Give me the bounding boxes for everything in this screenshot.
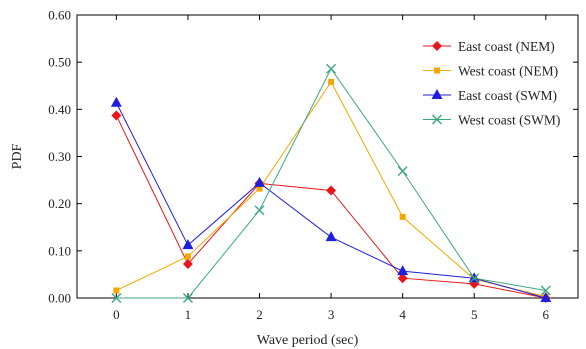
data-point — [113, 287, 120, 294]
data-point — [254, 205, 265, 216]
legend-marker — [432, 41, 442, 51]
legend-item: West coast (SWM) — [423, 113, 560, 128]
data-point — [326, 63, 337, 74]
series-2 — [110, 96, 552, 302]
series-0 — [111, 110, 551, 303]
x-tick-label: 3 — [328, 307, 335, 322]
data-point — [182, 293, 193, 303]
data-point-stroke — [469, 273, 480, 284]
legend-marker — [434, 67, 440, 74]
legend-item: East coast (NEM) — [423, 39, 555, 54]
data-point — [182, 259, 193, 270]
x-tick-label: 0 — [113, 307, 120, 322]
x-tick-label: 2 — [256, 307, 263, 322]
x-tick-label: 5 — [471, 307, 478, 322]
data-point — [540, 292, 552, 302]
data-point — [328, 78, 335, 85]
plot-frame — [76, 14, 579, 299]
y-tick-label: 0.60 — [48, 8, 71, 23]
data-point — [325, 231, 337, 242]
data-point — [540, 285, 551, 296]
data-point — [111, 293, 122, 303]
legend-label: East coast (SWM) — [458, 88, 557, 103]
data-point — [182, 239, 194, 250]
data-point-stroke — [254, 205, 265, 216]
y-tick-label: 0.40 — [48, 102, 71, 117]
data-point — [326, 185, 337, 196]
axes: 0.00 0.10 0.20 0.30 0.40 0.50 0.60 0 1 2 3 4 5 6 — [48, 8, 579, 322]
data-point-stroke — [182, 293, 193, 303]
data-point — [469, 273, 480, 284]
y-tick-label: 0.50 — [48, 55, 71, 70]
x-tick-label: 1 — [185, 307, 192, 322]
data-point — [397, 166, 408, 177]
data-point — [468, 272, 480, 283]
series-line — [115, 102, 546, 299]
series-line — [116, 67, 546, 299]
y-tick-label: 0.20 — [48, 196, 71, 211]
legend-marker — [431, 89, 443, 99]
legend: East coast (NEM) West coast (NEM) East coa… — [423, 39, 560, 128]
series-3 — [111, 63, 551, 303]
legend-item: East coast (SWM) — [423, 88, 557, 103]
data-point — [256, 185, 263, 192]
y-tick-label: 0.00 — [48, 291, 71, 306]
data-point — [111, 110, 122, 121]
y-tick-label: 0.10 — [48, 243, 71, 258]
y-axis-label: PDF — [10, 143, 25, 169]
data-point-stroke — [540, 285, 551, 296]
data-point — [397, 273, 408, 284]
data-point — [397, 265, 409, 276]
series-layer — [110, 63, 552, 303]
data-point — [254, 176, 266, 187]
x-tick-label: 6 — [543, 307, 550, 322]
data-point-stroke — [432, 114, 442, 125]
data-point-stroke — [397, 166, 408, 177]
y-tick-label: 0.30 — [48, 149, 71, 164]
data-point-stroke — [111, 293, 122, 303]
data-point — [110, 96, 122, 107]
legend-label: West coast (NEM) — [458, 64, 558, 79]
legend-marker — [432, 114, 442, 125]
x-axis-label: Wave period (sec) — [257, 333, 359, 348]
data-point-stroke — [326, 63, 337, 74]
x-tick-label: 4 — [399, 307, 406, 322]
legend-label: West coast (SWM) — [458, 113, 560, 128]
data-point — [399, 213, 406, 220]
series-line — [115, 115, 546, 299]
legend-label: East coast (NEM) — [458, 39, 555, 54]
legend-item: West coast (NEM) — [423, 64, 558, 79]
data-point — [184, 253, 191, 260]
